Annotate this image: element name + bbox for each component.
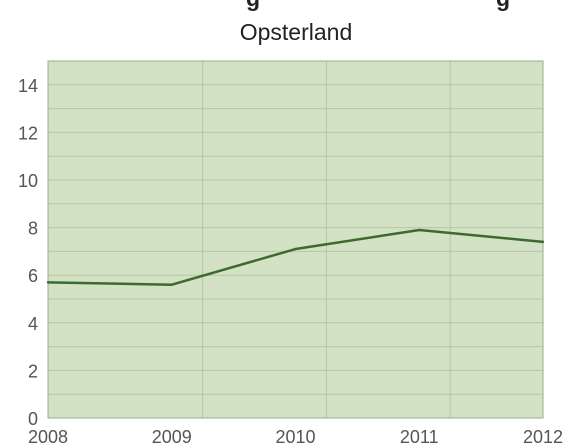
y-tick-label: 6 bbox=[28, 266, 38, 286]
grid bbox=[48, 61, 543, 418]
y-tick-label: 0 bbox=[28, 409, 38, 429]
chart-title-partial-right: g bbox=[496, 0, 510, 11]
y-tick-label: 12 bbox=[18, 123, 38, 143]
y-tick-label: 14 bbox=[18, 76, 38, 96]
x-tick-label: 2010 bbox=[275, 427, 315, 446]
x-tick-label: 2011 bbox=[400, 427, 439, 446]
axes: 0 2 4 6 8 10 12 14 2008 2009 2010 2011 2012 bbox=[18, 60, 563, 446]
data-point bbox=[294, 247, 297, 251]
x-tick-label: 2009 bbox=[152, 427, 192, 446]
data-point bbox=[418, 228, 421, 232]
chart-subtitle: Opsterland bbox=[240, 19, 353, 45]
x-tick-label: 2012 bbox=[523, 427, 563, 446]
data-point bbox=[46, 281, 50, 284]
series bbox=[46, 228, 545, 286]
chart-title-partial-left: g bbox=[246, 0, 260, 11]
y-tick-label: 4 bbox=[28, 314, 38, 334]
y-tick-label: 8 bbox=[28, 219, 38, 239]
plot-border bbox=[47, 60, 544, 419]
y-tick-label: 10 bbox=[18, 171, 38, 191]
plot-area bbox=[48, 61, 543, 418]
x-tick-label: 2008 bbox=[28, 427, 68, 446]
y-tick-label: 2 bbox=[28, 361, 38, 381]
data-point bbox=[170, 283, 173, 286]
data-point bbox=[541, 240, 545, 244]
